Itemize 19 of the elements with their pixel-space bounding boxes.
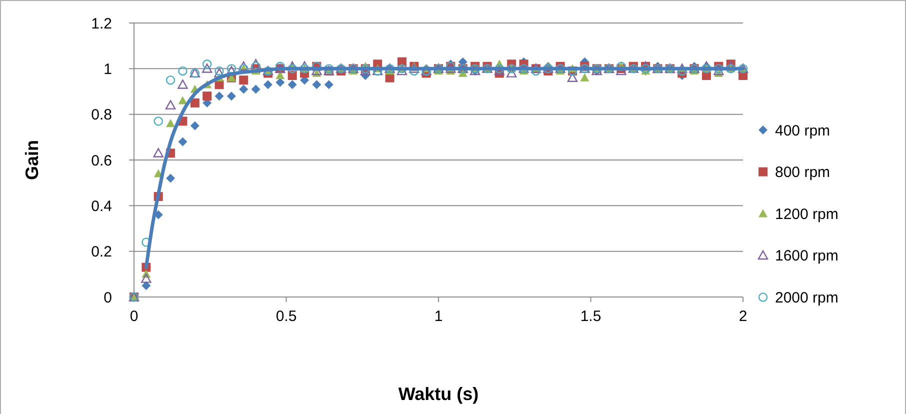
y-tick-label: 0.2: [91, 244, 112, 261]
y-tick-label: 1.2: [91, 15, 112, 32]
x-axis-title: Waktu (s): [398, 384, 479, 404]
x-tick-label: 2: [738, 308, 748, 325]
y-tick-label: 1: [104, 60, 112, 78]
y-tick-label: 0: [104, 289, 112, 306]
legend-label: 400 rpm: [775, 122, 830, 140]
y-axis-title: Gain: [22, 140, 42, 180]
y-tick-label: 0.4: [91, 198, 112, 215]
legend-label: 800 rpm: [775, 164, 830, 182]
y-tick-label: 0.8: [91, 106, 112, 124]
y-tick-label: 0.6: [91, 152, 112, 170]
legend-label: 1600 rpm: [775, 248, 838, 265]
legend-label: 1200 rpm: [775, 206, 838, 223]
x-tick-label: 0: [130, 308, 138, 325]
x-tick-label: 0.5: [276, 308, 297, 325]
legend-label: 2000 rpm: [775, 289, 838, 306]
x-tick-label: 1.5: [580, 308, 602, 325]
x-tick-label: 1: [434, 308, 443, 325]
